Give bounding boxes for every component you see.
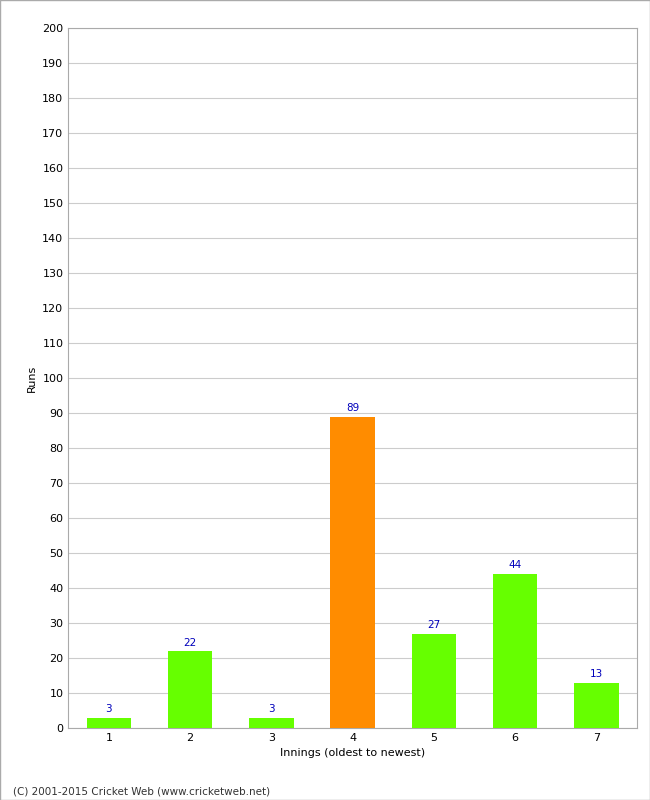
Bar [249,718,294,728]
Text: 13: 13 [590,669,603,679]
Text: 27: 27 [427,620,441,630]
Bar [330,417,375,728]
Text: 3: 3 [105,704,112,714]
Text: 3: 3 [268,704,275,714]
Bar [86,718,131,728]
Text: (C) 2001-2015 Cricket Web (www.cricketweb.net): (C) 2001-2015 Cricket Web (www.cricketwe… [13,786,270,796]
Text: 22: 22 [183,638,197,647]
X-axis label: Innings (oldest to newest): Innings (oldest to newest) [280,749,425,758]
Bar [168,651,213,728]
Bar [574,682,619,728]
Y-axis label: Runs: Runs [27,364,36,392]
Bar [411,634,456,728]
Bar [493,574,538,728]
Text: 44: 44 [508,561,522,570]
Text: 89: 89 [346,403,359,413]
